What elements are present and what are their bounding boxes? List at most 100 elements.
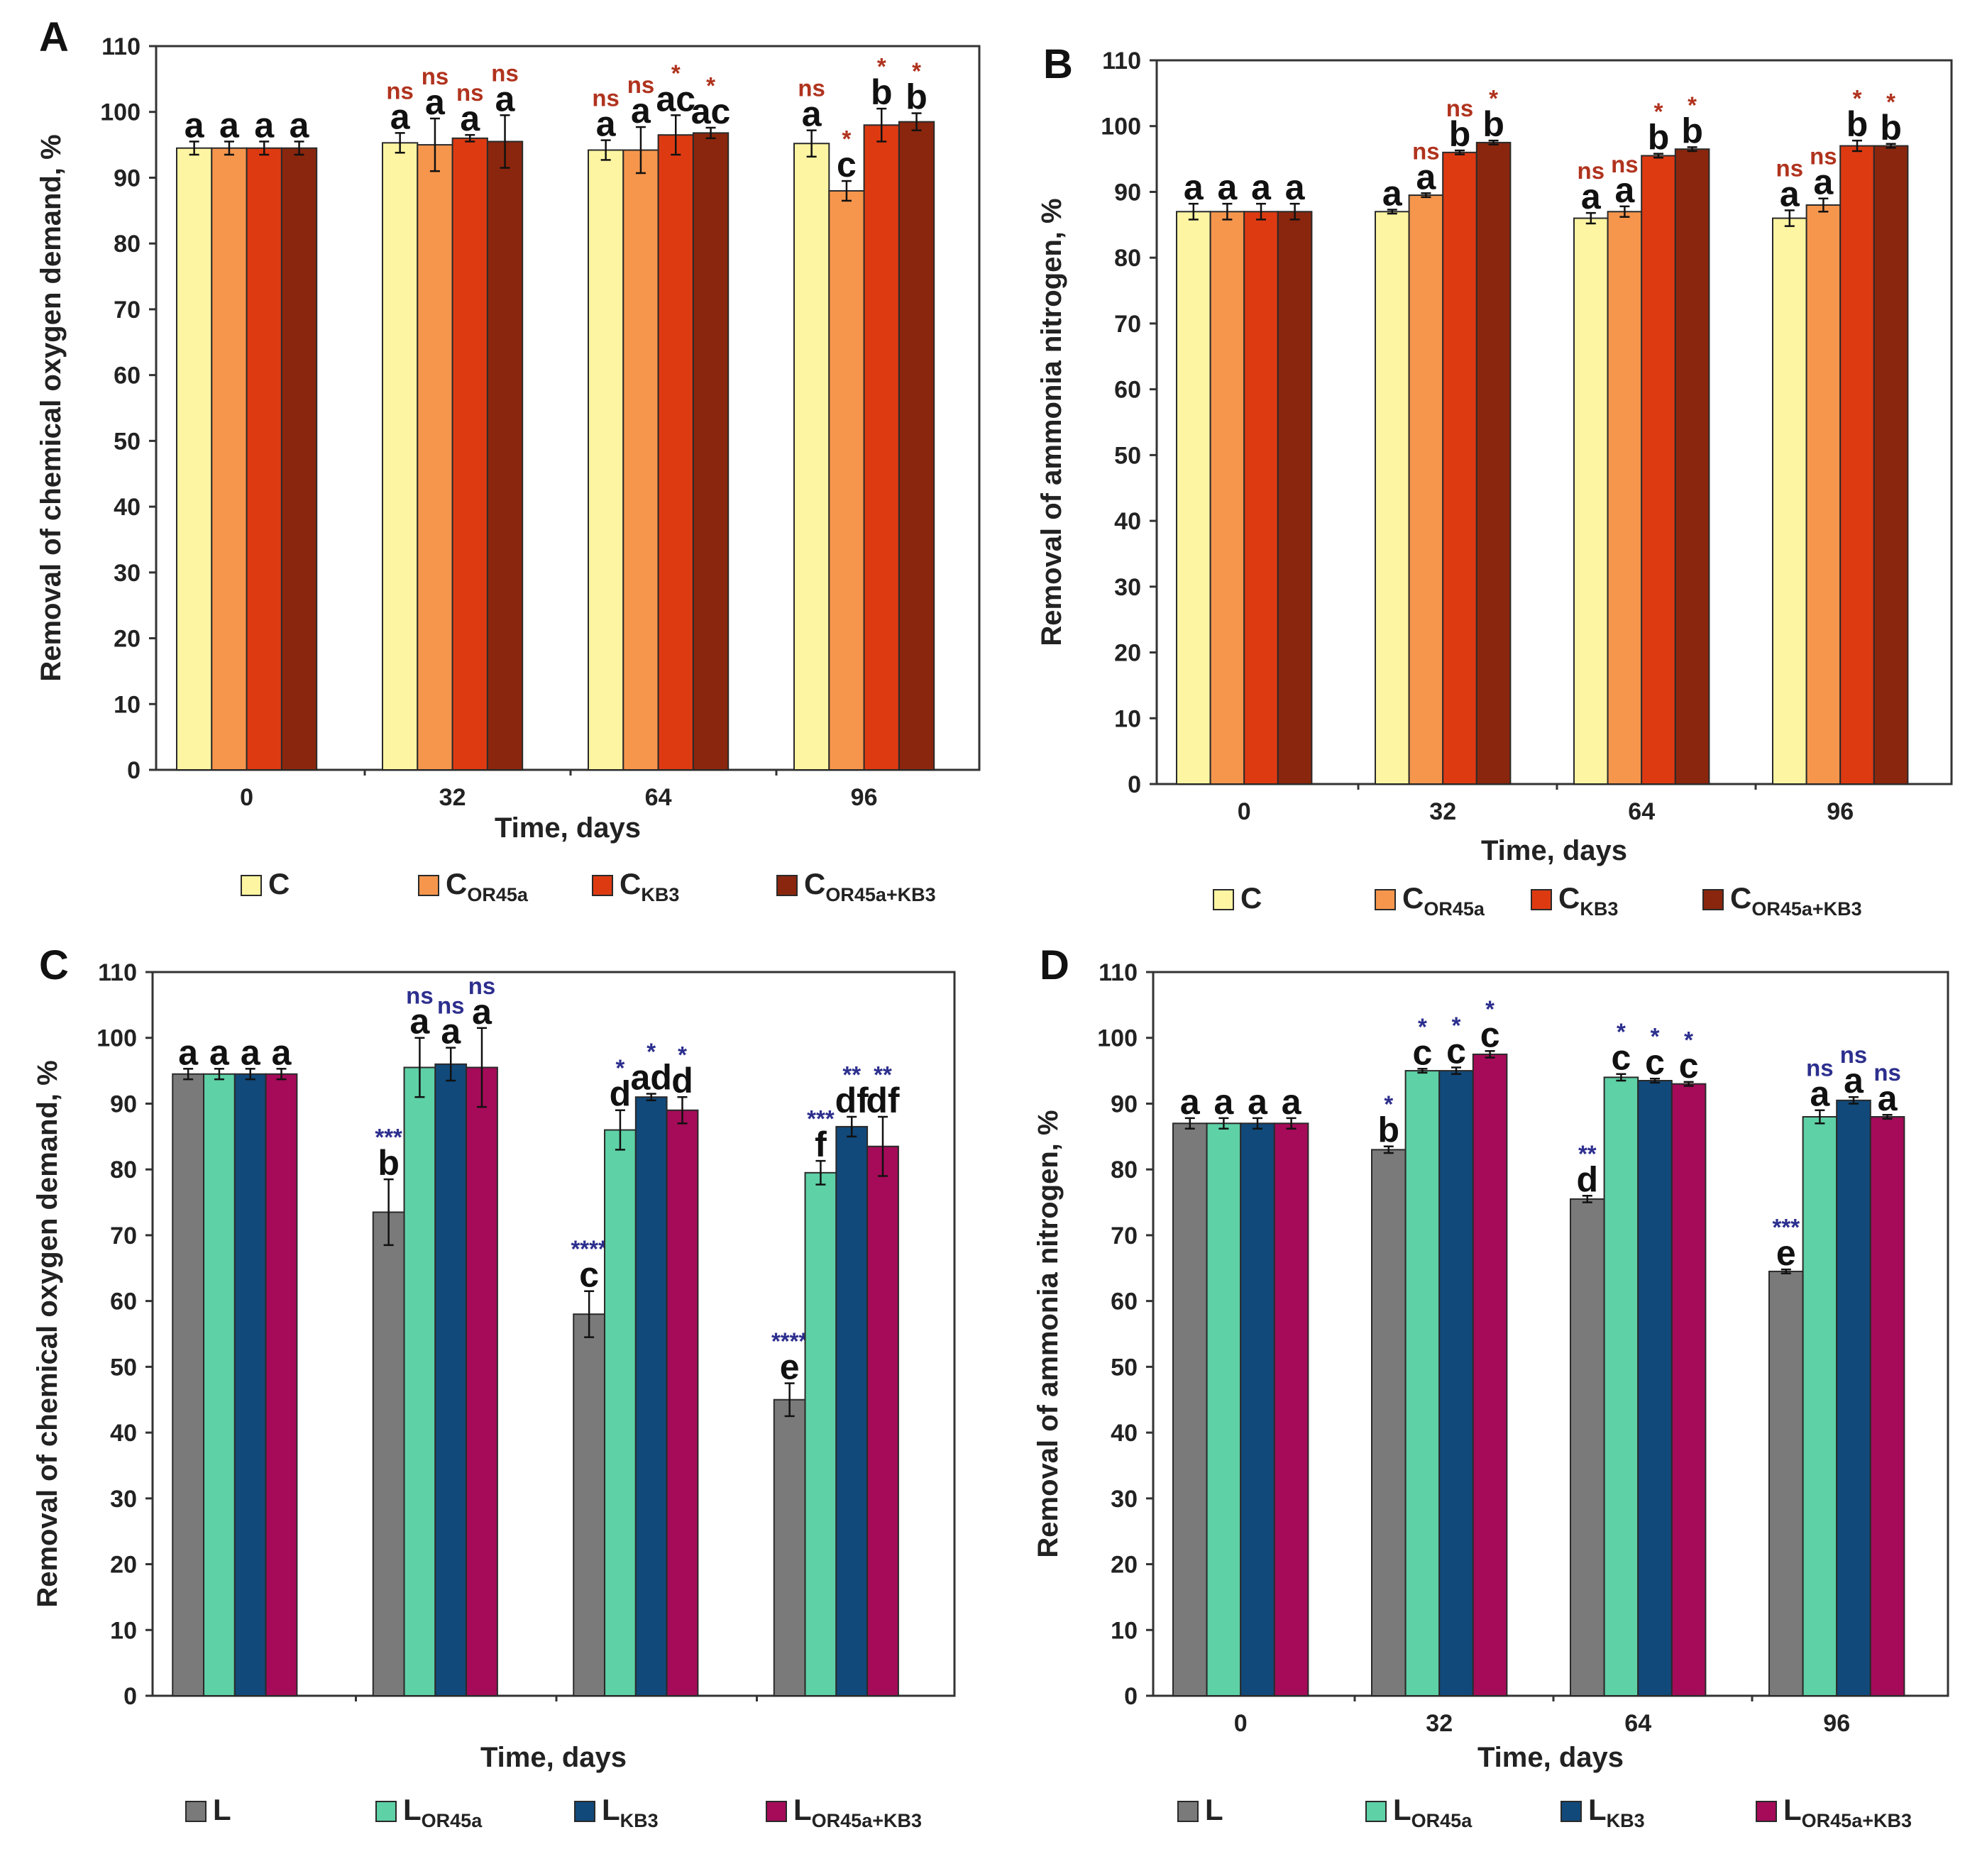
- bar-C-0: [1176, 211, 1211, 785]
- bar-LOR45a-32: [1404, 1070, 1441, 1697]
- significance-mark: *: [1886, 89, 1895, 115]
- y-tick-label: 60: [1111, 1289, 1138, 1315]
- bar-L-96: [773, 1398, 806, 1697]
- group-letter: a: [802, 94, 822, 134]
- bar-COR45a-96: [828, 190, 865, 771]
- group-letter: a: [631, 91, 651, 131]
- group-letter: ac: [656, 79, 695, 118]
- y-tick-label: 100: [100, 99, 141, 126]
- bar-COR45a-0: [1209, 211, 1245, 785]
- x-axis-title: Time, days: [495, 812, 641, 844]
- bar-COR45a+KB3-64: [692, 132, 730, 771]
- group-letter: a: [290, 105, 310, 145]
- y-tick-label: 110: [98, 959, 137, 986]
- group-letter: a: [1213, 1082, 1234, 1122]
- significance-mark: *: [671, 60, 681, 86]
- y-tick-label: 20: [110, 1552, 137, 1579]
- group-letter: c: [1480, 1015, 1500, 1054]
- y-tick-label: 60: [1114, 377, 1141, 404]
- panel-B: B 0 10 20 30 40 50 60 70 80 90 100 110 Removal of amm…: [1036, 41, 1953, 920]
- y-tick-label: 10: [1114, 705, 1141, 732]
- legend-swatch: [185, 1801, 207, 1822]
- panel-A: A 0 10 20 30 40 50 60 70 80 90 100 110 Removal of che…: [35, 14, 981, 905]
- y-tick-label: 20: [114, 626, 141, 653]
- significance-mark: ns: [1611, 151, 1639, 177]
- group-letter: c: [1645, 1042, 1665, 1082]
- group-letter: d: [610, 1074, 632, 1114]
- legend: C COR45a CKB3 COR45a+KB3: [1213, 881, 1862, 920]
- legend-swatch: [592, 875, 613, 896]
- group-letter: a: [1248, 1082, 1268, 1122]
- bar-LOR45a+KB3-0: [265, 1073, 298, 1696]
- bar-C-0: [176, 147, 213, 771]
- group-letter: d: [1577, 1159, 1599, 1199]
- group-letter: a: [1810, 1074, 1830, 1114]
- significance-mark: ***: [1773, 1214, 1800, 1240]
- bar-LKB3-0: [233, 1073, 267, 1696]
- significance-mark: ****: [771, 1328, 808, 1354]
- significance-mark: *: [646, 1039, 656, 1065]
- significance-mark: ns: [592, 85, 620, 111]
- group-letter: f: [815, 1125, 827, 1164]
- group-letter: df: [866, 1081, 900, 1120]
- plot-frame: [155, 45, 981, 771]
- bar-LOR45a-96: [804, 1171, 837, 1697]
- group-letter: b: [871, 72, 893, 112]
- bar-LOR45a+KB3-0: [1273, 1122, 1309, 1696]
- significance-mark: ****: [571, 1236, 607, 1262]
- significance-mark: *: [842, 126, 852, 152]
- y-tick-label: 60: [110, 1289, 137, 1315]
- y-tick-label: 80: [110, 1157, 137, 1183]
- y-tick-label: 80: [114, 231, 141, 258]
- bar-LOR45a+KB3-32: [466, 1066, 498, 1697]
- y-tick-label: 10: [114, 691, 141, 718]
- significance-mark: ns: [468, 973, 496, 999]
- y-axis-title: Removal of ammonia nitrogen, %: [1033, 1110, 1064, 1557]
- legend-swatch: [418, 875, 439, 896]
- significance-mark: ns: [456, 79, 484, 106]
- group-letter: a: [1382, 173, 1403, 213]
- y-tick-label: 20: [1111, 1552, 1138, 1579]
- y-tick-label: 100: [1101, 114, 1141, 140]
- x-tick-label: 32: [1429, 798, 1456, 825]
- bar-L-0: [1172, 1122, 1208, 1696]
- y-axis-title: Removal of chemical oxygen demand, %: [35, 134, 67, 681]
- bar-C-96: [1772, 217, 1807, 785]
- y-tick-label: 0: [1128, 771, 1141, 798]
- x-tick-label: 64: [645, 784, 672, 811]
- y-tick-label: 10: [110, 1617, 137, 1644]
- group-letter: a: [1184, 167, 1204, 207]
- group-letter: a: [1217, 167, 1238, 207]
- y-tick-label: 110: [1099, 959, 1138, 986]
- y-tick-label: 90: [1114, 179, 1141, 206]
- y-tick-label: 50: [114, 428, 141, 455]
- bar-COR45a+KB3-96: [898, 121, 935, 771]
- group-letter: a: [1581, 177, 1602, 216]
- bar-LOR45a+KB3-64: [1670, 1083, 1707, 1696]
- significance-mark: *: [1654, 99, 1663, 125]
- y-tick-label: 70: [1111, 1223, 1138, 1249]
- group-letter: b: [1681, 111, 1703, 150]
- group-letter: a: [1282, 1082, 1302, 1122]
- legend-label: LOR45a: [1393, 1793, 1473, 1831]
- significance-mark: *: [1688, 92, 1697, 118]
- y-tick-label: 50: [1114, 442, 1141, 469]
- group-letter: a: [209, 1032, 230, 1072]
- significance-mark: *: [1384, 1091, 1393, 1118]
- y-tick-label: 70: [1114, 311, 1141, 338]
- legend-label: L: [213, 1793, 231, 1826]
- legend-label: C: [268, 867, 290, 900]
- significance-mark: ns: [1806, 1055, 1834, 1081]
- significance-mark: ns: [1446, 95, 1474, 121]
- y-tick-label: 30: [1111, 1486, 1138, 1513]
- significance-mark: *: [706, 72, 715, 99]
- y-tick-label: 50: [110, 1354, 137, 1381]
- y-tick-label: 50: [1111, 1354, 1138, 1381]
- x-tick-label: 96: [851, 784, 878, 811]
- significance-mark: ns: [1810, 143, 1837, 170]
- x-axis-title: Time, days: [480, 1742, 627, 1773]
- significance-mark: **: [1578, 1140, 1597, 1166]
- group-letter: b: [1449, 114, 1471, 154]
- bar-COR45a+KB3-0: [1277, 211, 1313, 785]
- panel-letter: C: [39, 942, 69, 988]
